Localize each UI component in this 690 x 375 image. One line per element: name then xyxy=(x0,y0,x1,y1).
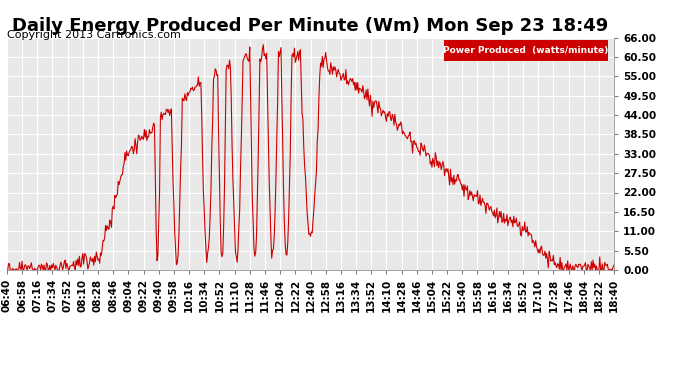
Title: Daily Energy Produced Per Minute (Wm) Mon Sep 23 18:49: Daily Energy Produced Per Minute (Wm) Mo… xyxy=(12,16,609,34)
Text: Copyright 2013 Cartronics.com: Copyright 2013 Cartronics.com xyxy=(7,30,181,39)
